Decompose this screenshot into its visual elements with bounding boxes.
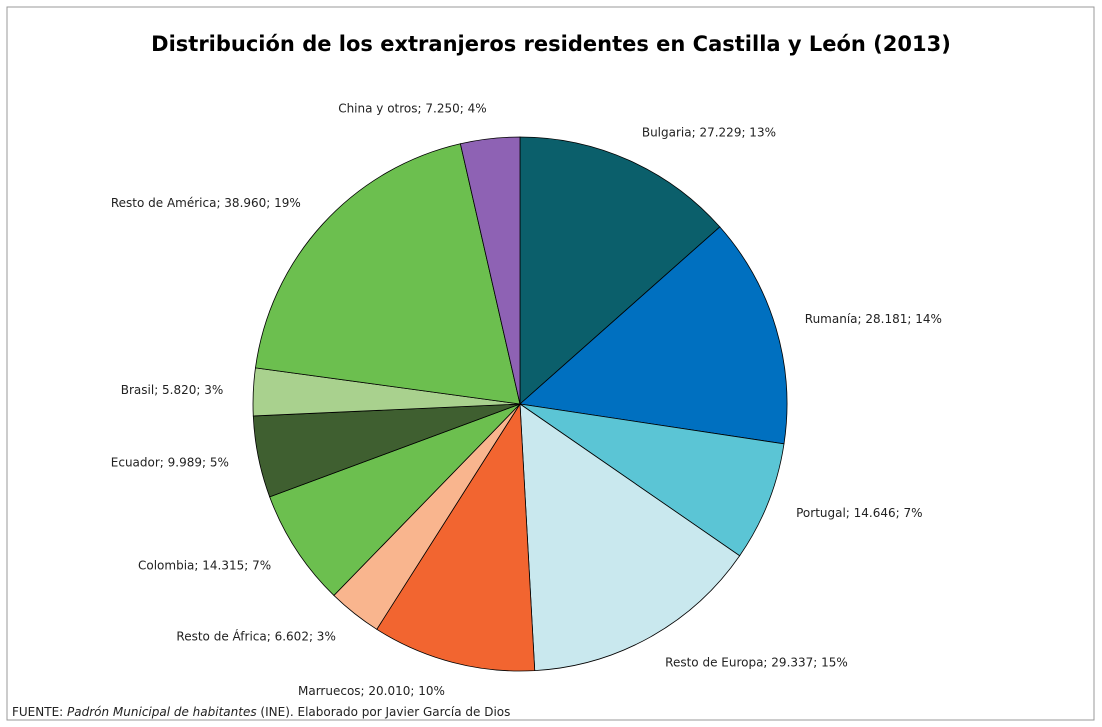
pie-slice [519,136,721,405]
slice-label: Portugal; 14.646; 7% [796,506,922,520]
slice-label: Ecuador; 9.989; 5% [111,455,229,469]
slice-label: China y otros; 7.250; 4% [338,101,486,115]
pie-slice [376,402,536,672]
source-prefix: FUENTE: [12,705,67,719]
slice-label: Bulgaria; 27.229; 13% [642,126,776,140]
source-title: Padrón Municipal de habitantes [67,705,257,719]
pie-slice [519,403,785,557]
source-note: FUENTE: Padrón Municipal de habitantes (… [12,705,510,719]
source-suffix: (INE). Elaborado por Javier García de Di… [257,705,511,719]
chart-title: Distribución de los extranjeros resident… [151,32,951,56]
slice-label: Resto de África; 6.602; 3% [176,629,335,644]
slice-label: Marruecos; 20.010; 10% [298,684,445,698]
pie-slice [519,226,788,445]
pie-slice [255,143,521,405]
pie-slice [269,403,521,597]
pie-slice [519,403,741,672]
slice-label: Colombia; 14.315; 7% [138,559,271,573]
slice-label: Resto de Europa; 29.337; 15% [665,656,848,670]
pie-slice [459,136,521,405]
slice-label: Resto de América; 38.960; 19% [111,196,301,210]
slice-label: Rumanía; 28.181; 14% [805,312,942,326]
slice-label: Brasil; 5.820; 3% [121,383,224,397]
